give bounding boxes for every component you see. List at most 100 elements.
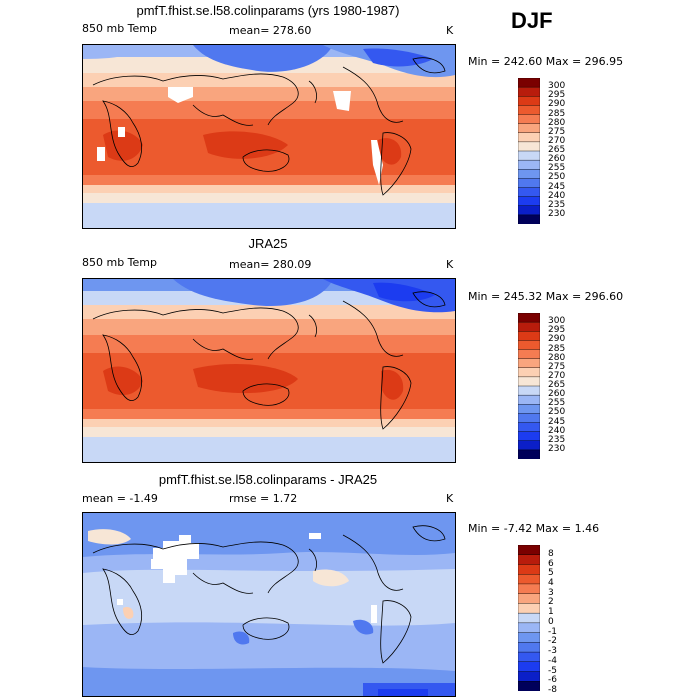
- panel2-colorbar-swatches: [518, 313, 540, 459]
- colorbar-swatch: [518, 431, 540, 442]
- colorbar-swatch: [518, 440, 540, 451]
- colorbar-tick-label: 245: [548, 181, 566, 192]
- colorbar-swatch: [518, 367, 540, 378]
- colorbar-tick-label: 250: [548, 172, 566, 183]
- colorbar-tick-label: -5: [548, 665, 557, 676]
- colorbar-tick-label: 0: [548, 616, 554, 627]
- panel1-title: pmfT.fhist.se.l58.colinparams (yrs 1980-…: [136, 3, 400, 18]
- panel2-mean-label: mean=: [229, 258, 270, 271]
- colorbar-swatch: [518, 404, 540, 414]
- panel2-temp-field: [83, 279, 455, 462]
- colorbar-tick-label: 265: [548, 145, 566, 155]
- colorbar-swatch: [518, 574, 540, 585]
- panel3-colorbar-swatches: [518, 545, 540, 691]
- colorbar-tick-label: 3: [548, 587, 554, 598]
- colorbar-tick-label: 280: [548, 117, 566, 128]
- colorbar-tick-label: 255: [548, 163, 566, 174]
- colorbar-swatch: [518, 159, 540, 170]
- panel2-title: JRA25: [248, 236, 288, 251]
- panel3-rmse: rmse = 1.72: [229, 492, 297, 505]
- colorbar-swatch: [518, 86, 540, 97]
- colorbar-tick-label: 8: [548, 548, 554, 559]
- colorbar-tick-label: 270: [548, 370, 566, 381]
- colorbar-swatch: [518, 340, 540, 351]
- colorbar-swatch: [518, 681, 540, 691]
- colorbar-tick-label: 240: [548, 190, 566, 201]
- colorbar-swatch: [518, 554, 540, 565]
- panel1-mean-label: mean=: [229, 24, 270, 37]
- panel2-units: K: [446, 258, 454, 271]
- panel1-mean: mean= 278.60: [229, 24, 311, 37]
- panel1-units: K: [446, 24, 454, 37]
- panel1-map: [82, 44, 456, 229]
- panel3-title: pmfT.fhist.se.l58.colinparams - JRA25: [158, 472, 378, 487]
- colorbar-swatch: [518, 593, 540, 604]
- colorbar-swatch: [518, 376, 540, 387]
- colorbar-swatch: [518, 114, 540, 125]
- panel2-minmax: Min = 245.32 Max = 296.60: [468, 290, 624, 303]
- panel1-colorbar-swatches: [518, 78, 540, 224]
- colorbar-swatch: [518, 331, 540, 341]
- colorbar-swatch: [518, 671, 540, 682]
- colorbar-tick-label: 255: [548, 398, 566, 409]
- colorbar-swatch: [518, 603, 540, 614]
- colorbar-tick-label: 285: [548, 343, 566, 354]
- colorbar-tick-label: 260: [548, 389, 566, 400]
- panel3-units: K: [446, 492, 454, 505]
- panel3-rmse-value: 1.72: [272, 492, 298, 505]
- colorbar-swatch: [518, 313, 540, 323]
- season-label: DJF: [511, 8, 553, 33]
- colorbar-tick-label: 230: [548, 208, 566, 219]
- panel1-minmax: Min = 242.60 Max = 296.95: [468, 55, 624, 68]
- colorbar-swatch: [518, 612, 540, 624]
- colorbar-swatch: [518, 394, 540, 405]
- colorbar-tick-label: 235: [548, 199, 566, 210]
- panel3-mean-value: -1.49: [129, 492, 158, 505]
- colorbar-tick-label: 275: [548, 361, 566, 372]
- colorbar-tick-label: -1: [548, 626, 557, 637]
- colorbar-tick-label: 295: [548, 90, 566, 101]
- colorbar-swatch: [518, 214, 540, 224]
- colorbar-swatch: [518, 632, 540, 643]
- colorbar-tick-label: -3: [548, 646, 557, 657]
- colorbar-swatch: [518, 642, 540, 653]
- colorbar-swatch: [518, 564, 540, 575]
- panel1-variable: 850 mb Temp: [82, 22, 158, 35]
- colorbar-swatch: [518, 385, 540, 396]
- colorbar-tick-label: -6: [548, 675, 557, 686]
- colorbar-swatch: [518, 132, 540, 143]
- colorbar-swatch: [518, 583, 540, 595]
- colorbar-tick-label: -4: [548, 655, 557, 666]
- panel3-mean-label: mean =: [82, 492, 126, 505]
- colorbar-swatch: [518, 349, 540, 360]
- colorbar-tick-label: 265: [548, 380, 566, 390]
- colorbar-tick-label: 285: [548, 108, 566, 119]
- panel2-variable: 850 mb Temp: [82, 256, 158, 269]
- colorbar-swatch: [518, 622, 540, 634]
- colorbar-swatch: [518, 449, 540, 459]
- colorbar-swatch: [518, 196, 540, 207]
- colorbar-swatch: [518, 661, 540, 673]
- colorbar-swatch: [518, 321, 540, 332]
- colorbar-swatch: [518, 187, 540, 198]
- colorbar-tick-label: 235: [548, 434, 566, 445]
- panel3-minmax: Min = -7.42 Max = 1.46: [468, 522, 600, 535]
- colorbar-tick-label: 2: [548, 597, 554, 608]
- colorbar-swatch: [518, 169, 540, 179]
- colorbar-swatch: [518, 205, 540, 216]
- colorbar-swatch: [518, 358, 540, 369]
- colorbar-tick-label: 6: [548, 558, 554, 569]
- colorbar-tick-label: 290: [548, 99, 566, 110]
- colorbar-tick-label: 250: [548, 407, 566, 418]
- colorbar-swatch: [518, 651, 540, 663]
- colorbar-tick-label: 300: [548, 81, 566, 92]
- colorbar-swatch: [518, 150, 540, 161]
- colorbar-tick-label: 4: [548, 577, 554, 588]
- colorbar-swatch: [518, 422, 540, 433]
- colorbar-swatch: [518, 141, 540, 152]
- colorbar-swatch: [518, 413, 540, 424]
- panel2-colorbar: [518, 313, 540, 459]
- panel3-rmse-label: rmse =: [229, 492, 270, 505]
- colorbar-tick-label: 1: [548, 607, 554, 618]
- panel2-mean: mean= 280.09: [229, 258, 311, 271]
